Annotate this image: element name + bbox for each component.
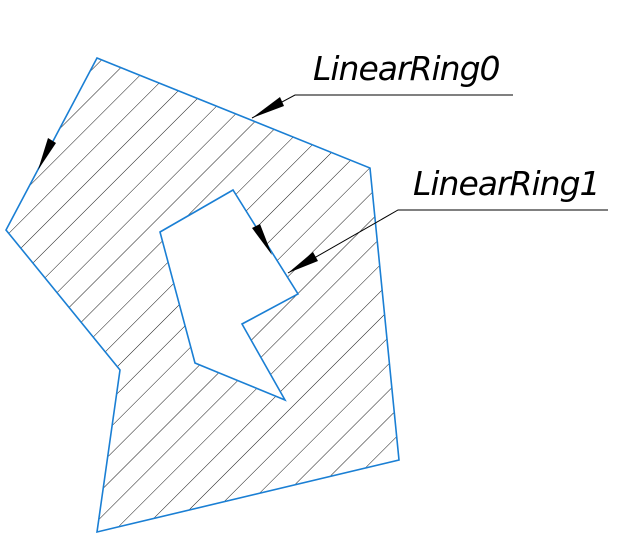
ring-label: LinearRing0 [313,49,500,88]
leader-arrow [288,252,318,273]
leader-arrow [252,97,284,118]
inner-ring [159,188,300,402]
direction-arrow [38,138,56,170]
ring-label: LinearRing1 [413,164,600,203]
leader-line [287,209,608,274]
direction-arrow [252,224,272,255]
outer-ring [5,56,400,534]
polygon-hatch [6,58,399,532]
leader-line [251,94,513,119]
